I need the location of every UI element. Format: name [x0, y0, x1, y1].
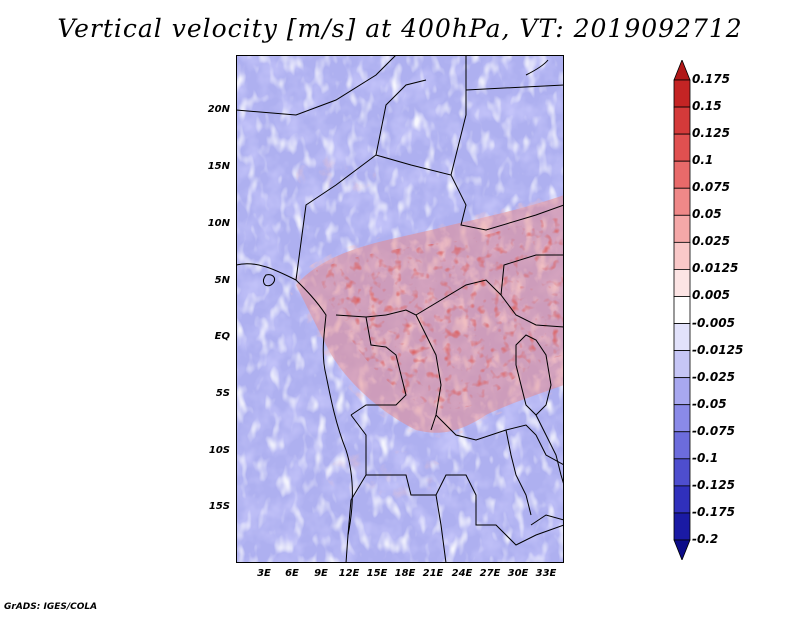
lon-label: 6E — [285, 568, 299, 579]
grads-credit: GrADS: IGES/COLA — [4, 602, 98, 612]
colorbar-segment — [673, 404, 691, 433]
lon-label: 3E — [257, 568, 271, 579]
convective-core — [236, 55, 564, 563]
colorbar-segment — [673, 269, 691, 297]
colorbar-segment — [673, 214, 691, 243]
colorbar-label: -0.005 — [692, 315, 735, 330]
colorbar-segment — [673, 512, 691, 541]
lon-label: 9E — [314, 568, 328, 579]
colorbar-label: -0.05 — [692, 396, 727, 411]
colorbar-label: 0.0125 — [692, 261, 739, 276]
colorbar-label: -0.1 — [692, 450, 719, 465]
colorbar-label: 0.025 — [692, 234, 730, 249]
colorbar-segment — [673, 323, 691, 351]
lat-label: 20N — [207, 104, 230, 115]
colorbar-label: -0.0125 — [692, 342, 744, 357]
colorbar-label: 0.05 — [692, 207, 722, 222]
colorbar-segment — [673, 431, 691, 460]
colorbar-segment — [673, 106, 691, 135]
colorbar-label: -0.025 — [692, 369, 735, 384]
lat-label: 10N — [207, 218, 230, 229]
lat-label: 10S — [208, 445, 230, 456]
map-frame — [236, 55, 564, 563]
lon-label: 24E — [451, 568, 473, 579]
lat-label: 5N — [214, 275, 230, 286]
colorbar-label: 0.175 — [692, 72, 730, 86]
colorbar-segment — [673, 485, 691, 514]
colorbar-label: -0.175 — [692, 504, 735, 519]
lon-label: 21E — [422, 568, 444, 579]
colorbar-segment — [673, 350, 691, 379]
lat-label: EQ — [214, 331, 230, 342]
colorbar-arrow-top — [673, 60, 691, 81]
map-title: Vertical velocity [m/s] at 400hPa, VT: 2… — [57, 14, 743, 43]
lat-label: 5S — [215, 388, 230, 399]
lon-label: 15E — [366, 568, 388, 579]
colorbar-segment — [673, 187, 691, 216]
colorbar-label: -0.125 — [692, 477, 735, 492]
colorbar-segment — [673, 377, 691, 406]
colorbar-segment — [673, 296, 691, 324]
lon-label: 27E — [479, 568, 501, 579]
colorbar-label: -0.075 — [692, 423, 735, 438]
colorbar-label: -0.2 — [692, 532, 719, 546]
colorbar-label: 0.075 — [692, 180, 730, 195]
lon-label: 18E — [394, 568, 416, 579]
colorbar-label: 0.1 — [692, 153, 714, 168]
colorbar — [673, 60, 691, 560]
lon-label: 33E — [535, 568, 557, 579]
country-borders — [236, 55, 564, 563]
colorbar-segment — [673, 79, 691, 108]
colorbar-segment — [673, 241, 691, 270]
vertical-velocity-map — [236, 55, 564, 563]
colorbar-label: 0.15 — [692, 99, 722, 114]
lat-label: 15S — [208, 501, 230, 512]
lon-label: 12E — [338, 568, 360, 579]
colorbar-label: 0.005 — [692, 288, 730, 303]
colorbar-segment — [673, 458, 691, 487]
colorbar-segment — [673, 160, 691, 189]
colorbar-arrow-bottom — [673, 539, 691, 560]
lat-label: 15N — [207, 161, 230, 172]
colorbar-segment — [673, 133, 691, 162]
lon-label: 30E — [507, 568, 529, 579]
colorbar-label: 0.125 — [692, 126, 730, 141]
